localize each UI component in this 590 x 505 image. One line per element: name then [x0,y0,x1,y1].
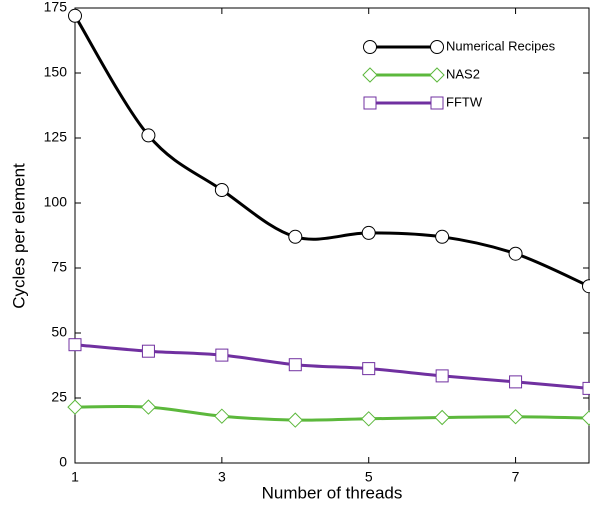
series-line [74,343,590,390]
marker [141,128,156,143]
marker [508,246,523,261]
x-tick-label: 5 [365,469,373,485]
marker [435,229,450,244]
y-tick-label: 25 [51,389,67,405]
marker [507,409,524,425]
marker [581,410,590,426]
marker [430,40,444,54]
marker [435,369,449,383]
marker [68,338,82,352]
y-tick-label: 50 [51,324,67,340]
marker [363,40,377,54]
marker [434,409,450,426]
marker [582,279,590,294]
x-axis-title: Number of threads [262,483,403,502]
marker [214,408,230,424]
marker [140,399,157,415]
marker [362,67,378,83]
series-line [73,15,590,288]
plot-frame [74,7,590,464]
marker [429,67,445,83]
x-tick-label: 1 [71,469,79,485]
marker [141,344,155,358]
marker [582,381,590,395]
y-tick-label: 100 [44,194,68,210]
marker [67,399,83,415]
marker [361,225,376,240]
marker [509,375,523,389]
legend-label: FFTW [446,94,483,109]
marker [363,96,377,110]
marker [215,348,229,362]
marker [362,362,376,376]
y-tick-label: 150 [44,64,68,80]
y-tick-label: 0 [59,454,67,470]
y-axis-title: Cycles per element [9,163,28,309]
y-tick-label: 75 [51,259,67,275]
marker [214,183,229,197]
marker [430,96,444,110]
x-tick-label: 7 [512,469,520,485]
marker [288,358,302,372]
y-tick-label: 175 [44,0,68,15]
x-tick-label: 3 [218,469,226,485]
marker [288,229,303,244]
legend-label: Numerical Recipes [446,38,556,53]
legend-label: NAS2 [446,66,480,81]
marker [361,411,377,427]
marker [68,8,82,23]
marker [287,412,303,428]
y-tick-label: 125 [44,129,68,145]
plot-area [67,8,590,428]
